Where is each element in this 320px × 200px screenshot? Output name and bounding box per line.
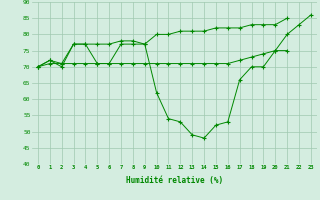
X-axis label: Humidité relative (%): Humidité relative (%) [126,176,223,185]
